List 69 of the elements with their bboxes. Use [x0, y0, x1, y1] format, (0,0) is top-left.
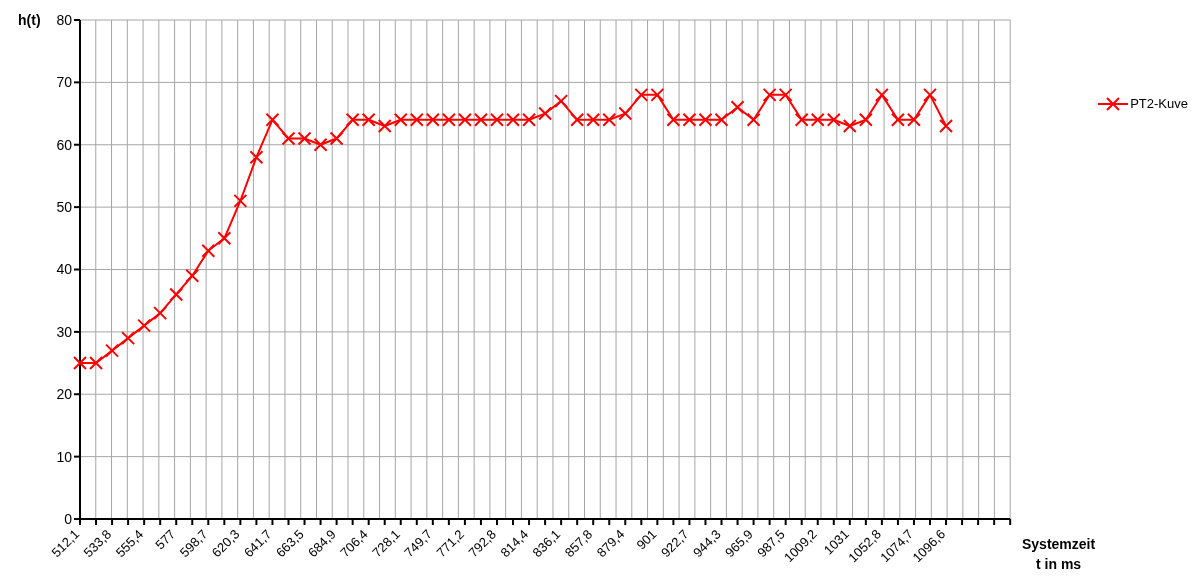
point	[714, 112, 729, 127]
point	[682, 112, 697, 127]
point	[602, 112, 617, 127]
point	[923, 87, 937, 102]
point	[762, 87, 777, 102]
point	[89, 356, 104, 371]
point	[618, 106, 633, 121]
point	[874, 87, 889, 102]
point	[345, 112, 360, 127]
x-tick-label: 901	[633, 526, 660, 553]
point	[425, 112, 440, 127]
point	[890, 112, 905, 127]
point	[794, 112, 809, 127]
point	[169, 287, 184, 302]
point	[441, 112, 456, 127]
point	[489, 112, 504, 127]
point	[121, 331, 136, 346]
point	[730, 100, 745, 115]
point	[650, 87, 665, 102]
point	[233, 193, 248, 208]
point	[746, 112, 761, 127]
point	[522, 112, 537, 127]
point	[409, 112, 424, 127]
x-axis-title: Systemzeit t in ms	[1022, 535, 1096, 574]
point	[201, 243, 216, 258]
y-tick-label: 0	[64, 510, 73, 527]
point	[538, 106, 553, 121]
point	[778, 87, 793, 102]
y-tick-label: 10	[56, 448, 73, 465]
point	[906, 112, 921, 127]
point	[939, 119, 954, 134]
point	[810, 112, 825, 127]
point	[377, 119, 392, 134]
point	[393, 112, 408, 127]
point	[361, 112, 376, 127]
point	[313, 137, 328, 152]
point	[570, 112, 585, 127]
point	[858, 112, 873, 127]
point	[137, 318, 152, 333]
point	[457, 112, 472, 127]
point	[297, 131, 312, 146]
point	[842, 119, 857, 134]
point	[153, 306, 168, 321]
y-tick-label: 60	[56, 136, 73, 153]
y-tick-label: 80	[56, 11, 73, 28]
point	[586, 112, 601, 127]
point	[105, 343, 120, 358]
point	[281, 131, 296, 146]
legend-label: PT2-Kuve	[1130, 96, 1188, 111]
x-tick-label: 577	[152, 526, 179, 553]
point	[185, 268, 200, 283]
point	[329, 131, 344, 146]
point	[473, 112, 488, 127]
point	[73, 356, 87, 371]
point	[506, 112, 521, 127]
y-axis-title: h(t)	[18, 12, 41, 28]
y-tick-label: 50	[56, 199, 73, 216]
point	[826, 112, 841, 127]
point	[554, 94, 569, 109]
y-tick-label: 70	[56, 74, 73, 91]
point	[265, 112, 280, 127]
point	[634, 87, 649, 102]
point	[217, 231, 232, 246]
point	[249, 150, 264, 165]
point	[698, 112, 713, 127]
y-tick-label: 30	[56, 323, 73, 340]
y-tick-label: 40	[56, 261, 73, 278]
point	[666, 112, 681, 127]
y-tick-label: 20	[56, 386, 73, 403]
